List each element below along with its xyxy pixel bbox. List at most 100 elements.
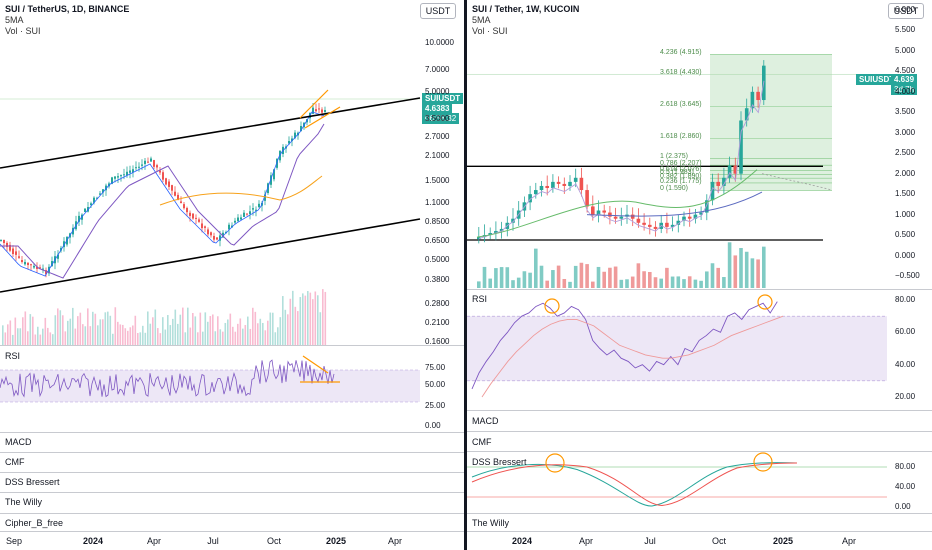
fib-level-label: 0.5 (1.983) [660,169,694,177]
right-price-tick: 3.500 [895,107,916,117]
volume-bar [144,332,147,345]
candle-body [147,161,149,163]
volume-bar [182,307,184,345]
left-indicator-separator[interactable] [0,472,464,473]
left-symbol-title[interactable]: SUI / TetherUS, 1D, BINANCE [5,4,130,14]
candle-body [36,266,38,269]
fib-level-label: 2.618 (3.645) [660,101,702,109]
right-dss-label[interactable]: DSS Bressert [472,457,527,467]
left-price-tick: 0.6500 [425,236,450,245]
ma5-line [478,80,765,240]
left-indicator-label: Cipher_B_free [5,518,64,528]
right-time-axis[interactable]: 2024 Apr Jul Oct 2025 Apr [467,531,932,550]
left-indicator-separator[interactable] [0,513,464,514]
volume-bar [254,311,257,345]
candle-body [246,213,248,215]
left-price-tick: 0.2800 [425,299,450,308]
candle-body [84,208,86,212]
volume-bar [134,315,137,345]
volume-bar [642,271,646,288]
left-time-axis[interactable]: Sep 2024 Apr Jul Oct 2025 Apr [0,531,464,550]
candle-body [636,218,641,223]
volume-bar [539,265,544,288]
pane-divider[interactable] [464,0,467,550]
volume-bar [142,325,144,345]
left-indicator-separator[interactable] [0,452,464,453]
left-currency-button[interactable]: USDT [420,3,456,19]
volume-bar [534,248,538,288]
right-symbol-title[interactable]: SUI / Tether, 1W, KUCOIN [472,4,580,14]
dss-highlight-circle [753,452,773,472]
volume-bar [74,328,77,345]
right-last-price: 4.639 [891,74,918,85]
candle-body [693,214,698,219]
volume-bar [164,329,167,345]
candle-body [153,160,155,167]
candle-body [102,189,104,193]
left-rsi-label[interactable]: RSI [5,351,21,361]
right-time-tick: 2025 [772,536,794,546]
volume-bar [187,307,189,345]
candle-body [204,226,206,228]
right-cmf-separator[interactable] [467,431,932,432]
candle-body [739,120,743,174]
candle-body [57,254,59,259]
candle-body [90,203,92,206]
right-macd-separator[interactable] [467,410,932,411]
right-legend: SUI / Tether, 1W, KUCOIN 5MA Vol · SUI [472,4,579,37]
volume-bar [579,262,584,288]
left-chart-canvas[interactable] [0,0,464,550]
right-willy-label[interactable]: The Willy [472,518,510,528]
left-indicator-label: DSS Bressert [5,477,60,487]
right-rsi-tick: 40.00 [895,359,916,369]
right-time-tick: Apr [841,536,857,546]
left-chart-pane[interactable]: SUI / TetherUS, 1D, BINANCE 5MA Vol · SU… [0,0,464,550]
right-cmf-label[interactable]: CMF [472,437,492,447]
volume-bar [259,318,262,345]
right-willy-separator[interactable] [467,513,932,514]
right-rsi-label[interactable]: RSI [472,294,488,304]
volume-bar [112,333,114,345]
right-chart-canvas[interactable] [467,0,932,550]
right-volume-label[interactable]: Vol · SUI [472,26,508,36]
candle-body [132,169,134,173]
right-rsi-separator[interactable] [467,289,932,290]
volume-bar [107,311,109,345]
volume-bar [169,325,172,345]
volume-bar [488,278,492,288]
candle-body [676,220,681,225]
volume-bar [57,308,59,345]
volume-bar [122,324,124,345]
left-ma-label[interactable]: 5MA [5,15,24,25]
candle-body [727,165,732,178]
candle-body [168,181,170,187]
volume-bar [167,315,169,345]
volume-bar [132,325,134,345]
volume-bar [608,267,612,288]
left-indicator-separator[interactable] [0,492,464,493]
volume-bar [152,317,154,345]
candle-body [488,233,492,236]
candle-body [477,237,481,240]
candle-body [499,228,504,231]
volume-bar [64,331,67,345]
left-rsi-separator[interactable] [0,345,464,346]
volume-bar [267,320,269,345]
right-macd-label[interactable]: MACD [472,416,499,426]
ma-mid-line [0,123,325,279]
right-dss-separator[interactable] [467,451,932,452]
left-indicator-separator[interactable] [0,432,464,433]
candle-body [750,91,755,109]
right-currency-button[interactable]: USDT [888,3,924,19]
right-ma-label[interactable]: 5MA [472,15,491,25]
candle-body [562,183,567,186]
volume-bar [207,321,209,345]
volume-bar [528,272,532,288]
volume-bar [585,264,589,288]
right-chart-pane[interactable]: SUI / Tether, 1W, KUCOIN 5MA Vol · SUI U… [467,0,932,550]
left-volume-label[interactable]: Vol · SUI [5,26,41,36]
candle-body [165,178,167,185]
volume-bar [648,271,652,288]
volume-bar [52,334,54,345]
volume-bar [322,289,324,345]
